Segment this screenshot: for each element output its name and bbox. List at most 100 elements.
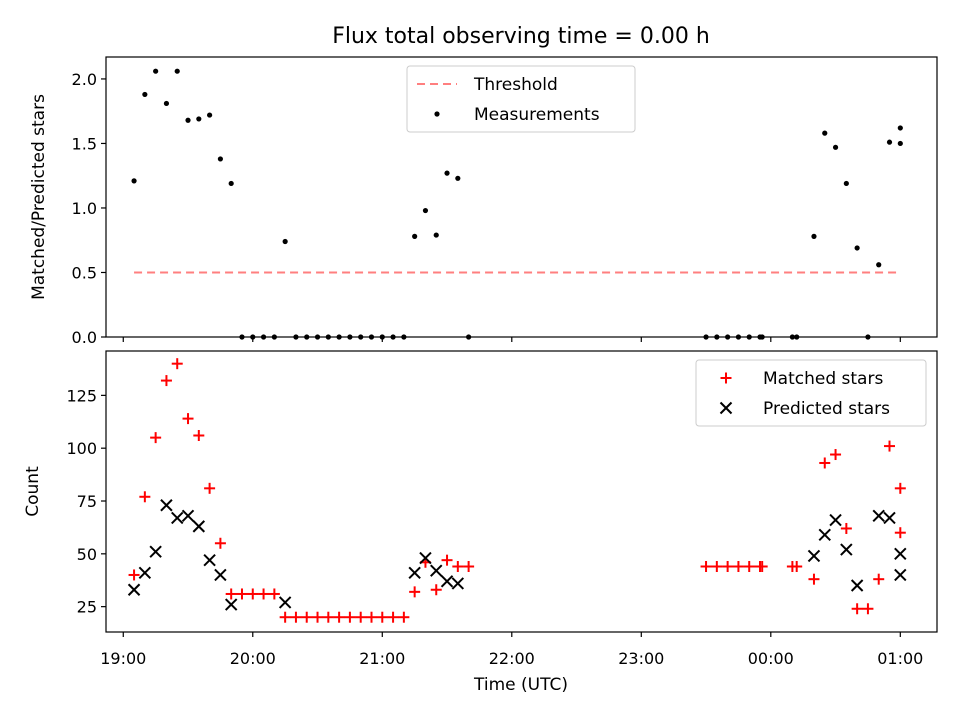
legend-label: Threshold bbox=[473, 75, 558, 95]
data-point bbox=[862, 603, 874, 615]
data-point bbox=[390, 334, 396, 340]
data-point bbox=[301, 611, 313, 623]
data-point bbox=[789, 334, 795, 340]
data-point bbox=[759, 334, 765, 340]
data-point bbox=[271, 334, 277, 340]
data-point bbox=[336, 334, 342, 340]
data-point bbox=[807, 549, 821, 563]
data-point bbox=[886, 139, 893, 145]
data-point-stroke bbox=[818, 528, 831, 542]
data-point bbox=[419, 551, 432, 565]
y-tick-label: 1.5 bbox=[72, 134, 97, 153]
data-point bbox=[430, 564, 443, 577]
data-point bbox=[832, 144, 839, 150]
data-point-stroke bbox=[224, 598, 238, 611]
data-point bbox=[193, 430, 205, 442]
data-point bbox=[174, 68, 180, 74]
data-point bbox=[722, 561, 734, 573]
data-point bbox=[365, 611, 377, 623]
data-point bbox=[250, 334, 256, 340]
data-point bbox=[440, 575, 454, 588]
y-tick-label: 1.0 bbox=[72, 199, 97, 218]
data-point bbox=[171, 511, 184, 525]
data-point bbox=[894, 482, 906, 494]
data-point bbox=[149, 545, 162, 558]
data-point bbox=[409, 586, 421, 598]
y-tick-label: 25 bbox=[77, 598, 97, 617]
data-point bbox=[412, 233, 418, 239]
data-point bbox=[876, 262, 882, 268]
data-point bbox=[225, 588, 237, 600]
data-point bbox=[897, 125, 903, 131]
data-point bbox=[829, 513, 842, 527]
x-tick-label: 00:00 bbox=[748, 649, 794, 668]
data-point bbox=[756, 561, 768, 573]
data-point bbox=[843, 180, 849, 187]
data-point-stroke bbox=[840, 543, 853, 556]
data-point bbox=[139, 491, 151, 503]
data-point-stroke bbox=[149, 545, 162, 558]
y-tick-label: 125 bbox=[66, 386, 97, 405]
data-point bbox=[204, 482, 216, 494]
data-point bbox=[268, 588, 280, 600]
data-point bbox=[746, 334, 752, 340]
data-point bbox=[840, 522, 852, 534]
data-point-stroke bbox=[451, 577, 465, 590]
data-point bbox=[192, 520, 206, 533]
data-point bbox=[290, 611, 302, 623]
data-point-stroke bbox=[160, 499, 173, 512]
x-tick-label: 21:00 bbox=[359, 649, 405, 668]
data-point-stroke bbox=[171, 511, 184, 525]
legend-label: Matched stars bbox=[763, 369, 883, 389]
y-axis-label: Matched/Predicted stars bbox=[29, 94, 49, 300]
data-point-stroke bbox=[278, 596, 292, 609]
data-point bbox=[433, 232, 439, 238]
chart-title: Flux total observing time = 0.00 h bbox=[332, 24, 710, 49]
data-point bbox=[322, 611, 334, 623]
data-point bbox=[128, 569, 140, 581]
data-point bbox=[182, 413, 194, 425]
data-point bbox=[224, 598, 238, 611]
data-point bbox=[376, 611, 388, 623]
data-point bbox=[138, 566, 152, 580]
data-point bbox=[355, 611, 367, 623]
data-point bbox=[743, 561, 755, 573]
legend-swatch bbox=[434, 111, 440, 117]
data-point bbox=[883, 511, 896, 525]
data-point bbox=[398, 611, 410, 623]
data-point bbox=[379, 334, 385, 340]
data-point bbox=[163, 100, 170, 107]
data-point-stroke bbox=[214, 568, 227, 582]
axes-frame bbox=[105, 350, 938, 633]
data-point-stroke bbox=[807, 549, 821, 563]
y-tick-label: 0.0 bbox=[72, 328, 97, 347]
data-point bbox=[196, 116, 202, 122]
data-point-stroke bbox=[829, 513, 842, 527]
data-point bbox=[314, 334, 321, 340]
data-point bbox=[239, 334, 245, 340]
data-point bbox=[872, 509, 885, 523]
data-point bbox=[131, 178, 137, 184]
legend-box bbox=[406, 65, 636, 133]
data-point-stroke bbox=[138, 566, 152, 580]
data-point bbox=[444, 170, 450, 176]
count-panel: 25 50 75 100 125 Count Matched stars Predicted … bbox=[23, 350, 938, 637]
axes-frame bbox=[105, 56, 938, 338]
data-point-stroke bbox=[408, 566, 421, 580]
data-point bbox=[258, 588, 270, 600]
series-measurements bbox=[131, 68, 903, 340]
data-point-stroke bbox=[181, 509, 195, 523]
data-point bbox=[160, 375, 172, 387]
data-point bbox=[214, 568, 227, 582]
legend-label: Measurements bbox=[474, 105, 600, 125]
y-tick-label: 2.0 bbox=[72, 70, 97, 89]
data-point bbox=[818, 528, 831, 542]
data-point bbox=[430, 584, 442, 596]
legend-label: Predicted stars bbox=[763, 399, 890, 419]
data-point-stroke bbox=[440, 575, 454, 588]
data-point bbox=[808, 573, 820, 585]
data-point bbox=[725, 334, 731, 340]
y-tick-label: 0.5 bbox=[72, 263, 97, 282]
data-point bbox=[851, 603, 863, 615]
